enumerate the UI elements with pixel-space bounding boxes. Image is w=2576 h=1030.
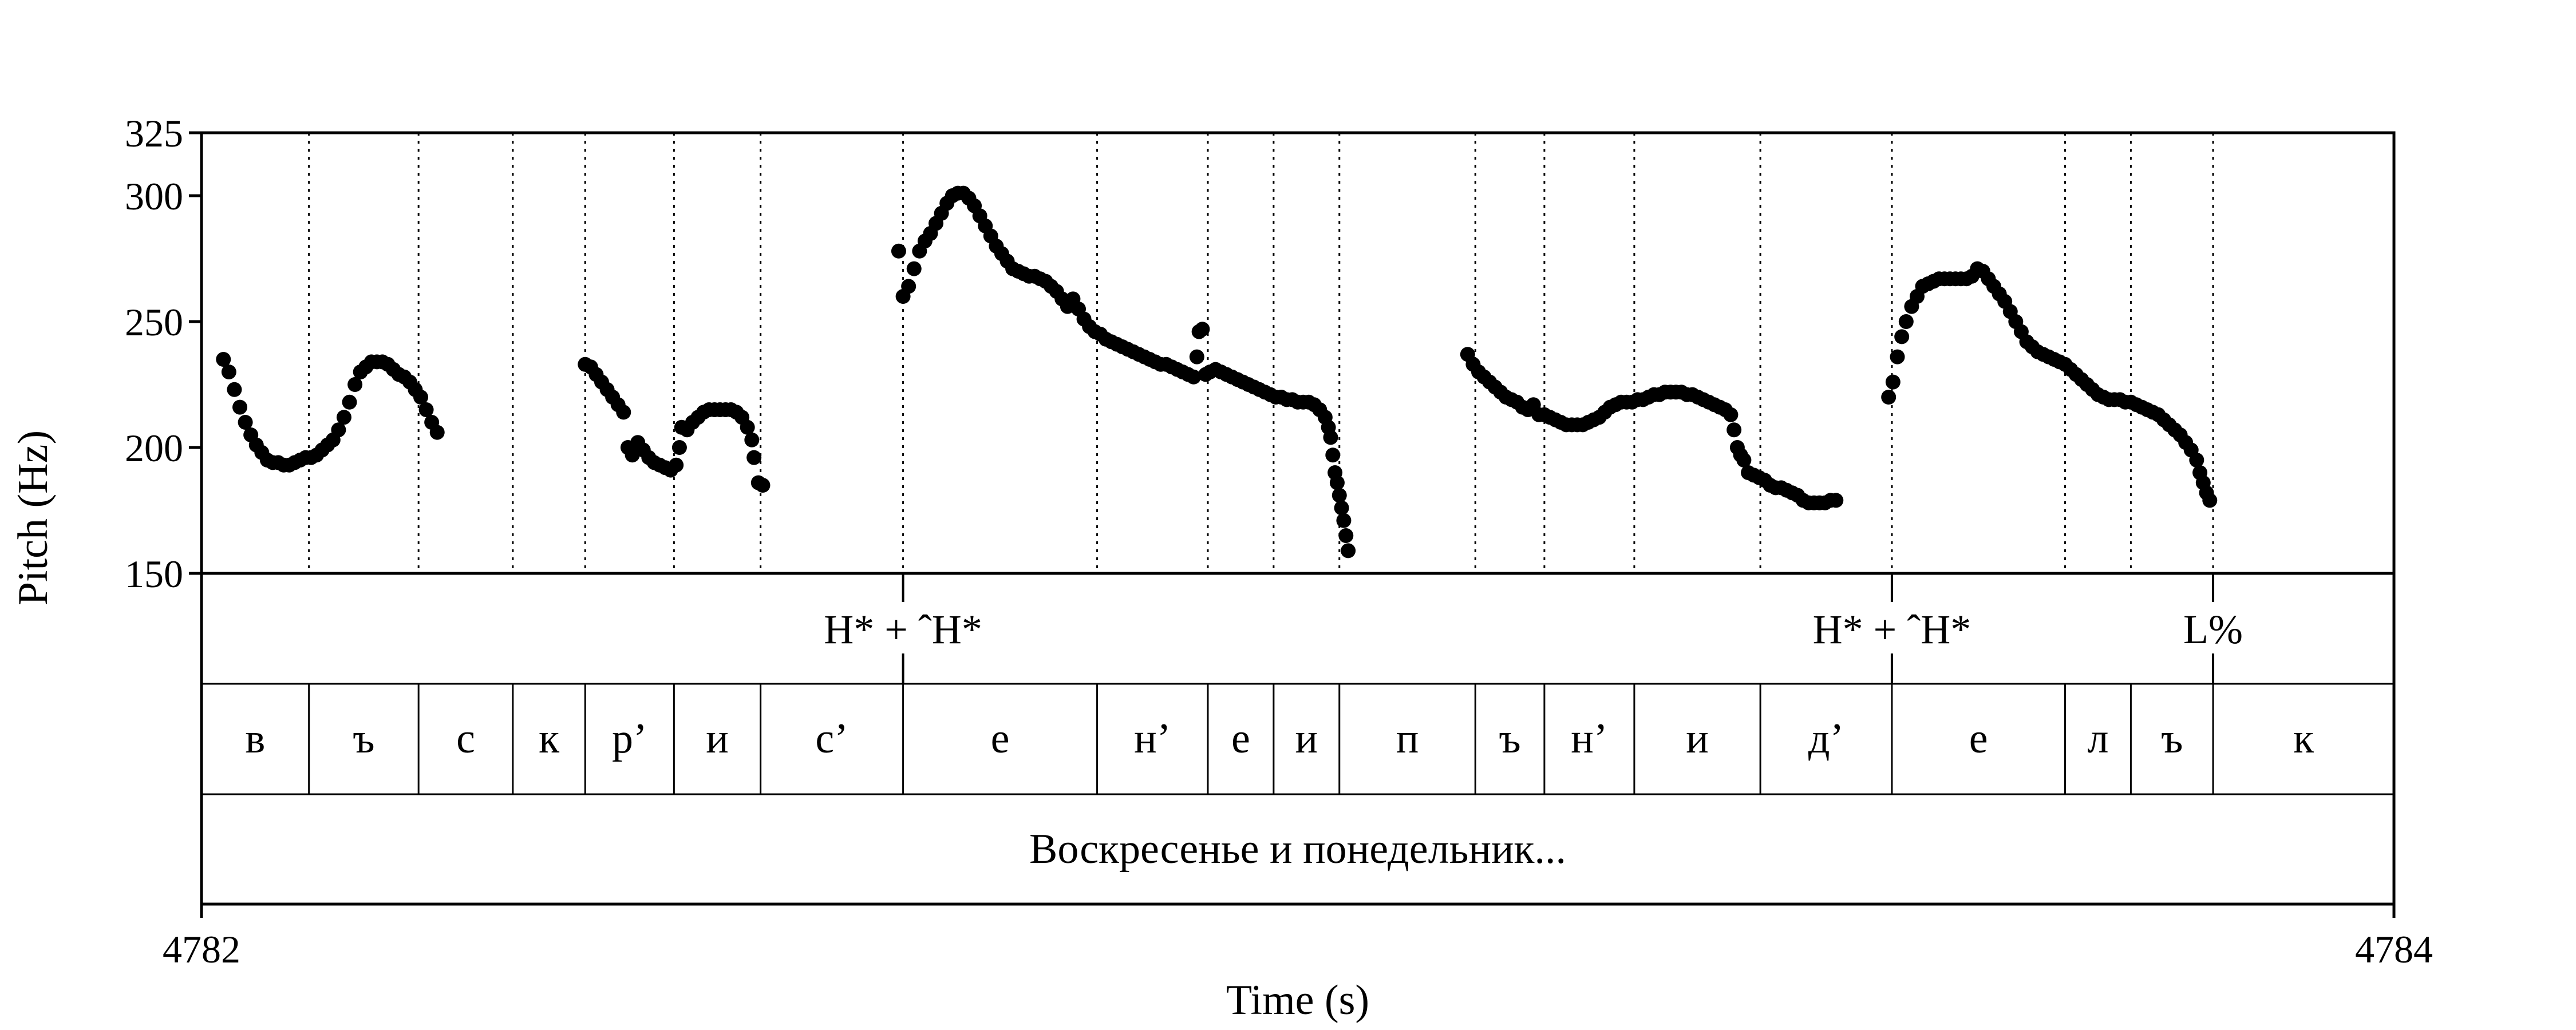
pitch-point [1189,349,1204,365]
segment-label: е [991,715,1010,762]
pitch-point [1323,430,1338,445]
y-axis-ticks: 150 200 250 300 325 [125,112,202,596]
segment-label: д’ [1808,715,1844,762]
pitch-point [1332,488,1347,503]
x-axis-ticks: 4782 4784 [163,904,2433,971]
pitch-point [238,415,253,430]
segment-label: ъ [2161,715,2183,762]
pitch-point [342,394,357,410]
word-label: Воскресенье и понедельник... [1029,826,1566,873]
segment-label: и [1686,715,1709,762]
pitch-panel-frame [200,131,2396,575]
pitch-point [227,382,242,397]
y-tick-label: 300 [125,175,183,218]
pitch-point [336,410,351,425]
tone-label: H* + ˆH* [824,607,982,652]
pitch-points [216,185,2218,558]
pitch-point [429,425,445,440]
tone-label: L% [2183,607,2243,652]
segment-label: и [1295,715,1318,762]
pitch-point [418,402,434,417]
pitch-point [331,422,346,438]
pitch-point [1186,369,1202,385]
pitch-point [2202,493,2218,508]
pitch-point [744,432,760,447]
pitch-point [669,457,684,473]
segment-label: в [245,715,265,762]
segment-label: с’ [815,715,848,762]
pitch-point [1828,493,1844,508]
pitch-point [1329,475,1345,490]
pitch-point [755,478,771,493]
pitch-point [1334,500,1349,516]
pitch-point [906,261,922,276]
x-axis-title: Time (s) [1226,977,1369,1024]
pitch-point [1338,528,1354,543]
x-tick-label: 4784 [2355,928,2433,971]
segment-label: е [1969,715,1988,762]
pitch-point [216,352,231,367]
pitch-point [740,419,755,435]
segment-label: к [2293,715,2314,762]
pitch-point [1726,422,1742,438]
pitch-point [1336,513,1352,528]
segment-label: е [1231,715,1250,762]
pitch-point [616,405,631,420]
pitch-point [221,365,236,379]
tone-tier: H* + ˆH* H* + ˆH* L% [824,573,2243,684]
segment-label: н’ [1134,715,1171,762]
segment-label: с [456,715,475,762]
pitch-point [1723,407,1739,422]
pitch-point [1885,374,1901,390]
pitch-point [347,377,363,392]
segment-label: и [706,715,729,762]
pitch-point [891,243,906,259]
pitch-point [1341,543,1356,558]
pitch-point [232,399,248,415]
y-tick-label: 325 [125,112,183,155]
pitch-point [1894,329,1910,344]
x-tick-label: 4782 [163,928,240,971]
segment-label: л [2087,715,2108,762]
pitch-point [1736,453,1752,468]
pitch-point [1898,314,1914,329]
segment-boundaries [308,133,2214,794]
pitch-point [901,279,916,294]
y-axis-title: Pitch (Hz) [10,430,57,605]
y-tick-label: 150 [125,552,183,596]
pitch-point [2189,453,2204,468]
segment-tier: в ъ с к р’ и с’ е н’ е и п ъ н’ и д’ е л ъ к [245,715,2314,762]
segment-label: н’ [1571,715,1607,762]
segment-label: к [539,715,560,762]
pitch-point [746,450,762,465]
pitch-point [1325,447,1341,463]
segment-label: р’ [612,715,647,762]
segment-label: ъ [1499,715,1520,762]
pitch-point [1890,349,1905,365]
segment-label: п [1396,715,1419,762]
y-tick-label: 200 [125,426,183,470]
pitch-point [413,390,428,405]
pitch-point [1881,390,1897,405]
y-tick-label: 250 [125,300,183,344]
tone-label: H* + ˆH* [1813,607,1971,652]
pitch-point [1195,322,1210,337]
segment-label: ъ [353,715,374,762]
word-tier: Воскресенье и понедельник... [1029,826,1566,873]
pitch-point [671,440,687,455]
